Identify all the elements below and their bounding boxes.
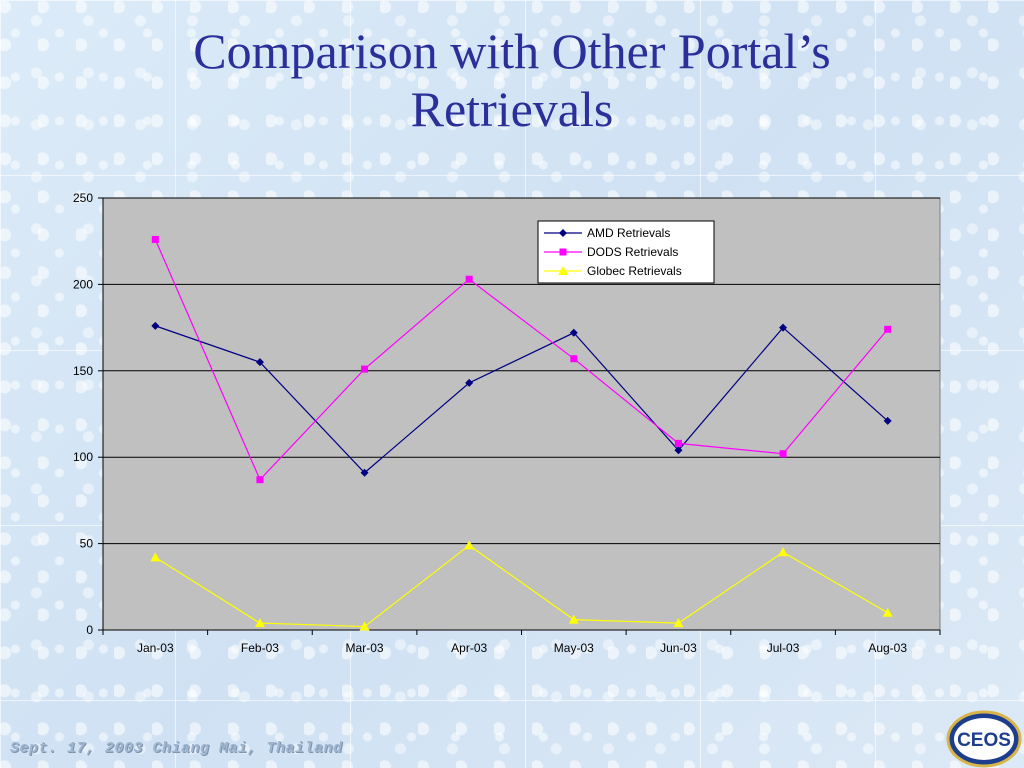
data-point-amd xyxy=(360,468,369,477)
data-point-amd xyxy=(779,323,788,332)
legend-marker-amd xyxy=(559,229,567,237)
x-tick-label: May-03 xyxy=(554,641,594,655)
data-point-dods xyxy=(465,275,473,283)
gridlines xyxy=(103,197,940,545)
data-point-amd xyxy=(883,416,892,425)
ceos-logo: CEOS xyxy=(946,710,1022,768)
series-line-amd xyxy=(155,325,889,474)
series-line-globec xyxy=(154,544,888,628)
plot-area xyxy=(102,197,941,631)
svg-text:CEOS: CEOS xyxy=(957,730,1011,751)
series-dods xyxy=(151,235,892,484)
data-point-dods xyxy=(779,450,787,458)
x-tick-label: Jun-03 xyxy=(660,641,697,655)
data-point-dods xyxy=(570,355,578,363)
data-point-amd xyxy=(674,446,683,455)
y-tick-label: 150 xyxy=(73,364,93,378)
data-point-globec xyxy=(568,614,579,624)
y-tick-label: 100 xyxy=(73,450,93,464)
slide-title: Comparison with Other Portal’s Retrieval… xyxy=(0,22,1024,138)
legend-label-dods: DODS Retrievals xyxy=(587,245,678,259)
series-amd xyxy=(151,321,892,477)
series-layer xyxy=(150,235,893,631)
data-point-dods xyxy=(256,476,264,484)
data-point-globec xyxy=(359,621,370,631)
data-point-globec xyxy=(673,618,684,628)
data-point-amd xyxy=(569,328,578,337)
legend-marker-dods xyxy=(559,248,567,256)
y-tick-label: 250 xyxy=(73,191,93,205)
series-globec xyxy=(150,540,893,631)
footer-text: Sept. 17, 2003 Chiang Mai, Thailand xyxy=(10,740,343,757)
data-point-dods xyxy=(361,365,369,373)
x-tick-label: Jul-03 xyxy=(767,641,800,655)
data-point-globec xyxy=(464,540,475,550)
legend-label-amd: AMD Retrievals xyxy=(587,226,670,240)
y-tick-label: 50 xyxy=(80,537,94,551)
legend-marker-globec xyxy=(558,266,568,275)
line-chart: 0 50 100 150 200 250 Jan-03 Feb-03 Mar-03 Apr-03 M… xyxy=(73,191,941,655)
data-point-globec xyxy=(150,552,161,562)
x-tick-label: Apr-03 xyxy=(451,641,487,655)
legend: AMD Retrievals DODS Retrievals Globec Retr… xyxy=(537,220,715,284)
data-point-amd xyxy=(465,378,474,387)
series-line-dods xyxy=(154,239,889,481)
data-point-dods xyxy=(674,439,682,447)
x-tick-label: Jan-03 xyxy=(137,641,174,655)
data-point-amd xyxy=(151,321,160,330)
data-point-globec xyxy=(254,618,265,628)
x-tick-label: Feb-03 xyxy=(241,641,279,655)
data-point-globec xyxy=(778,547,789,557)
data-point-globec xyxy=(882,607,893,617)
y-tick-label: 200 xyxy=(73,277,93,291)
title-line-1: Comparison with Other Portal’s xyxy=(193,23,831,79)
axes: 0 50 100 150 200 250 Jan-03 Feb-03 Mar-03 Apr-03 M… xyxy=(73,191,941,655)
x-tick-label: Mar-03 xyxy=(346,641,384,655)
x-tick-label: Aug-03 xyxy=(868,641,907,655)
data-point-dods xyxy=(151,235,159,243)
data-point-dods xyxy=(884,325,892,333)
legend-label-globec: Globec Retrievals xyxy=(587,264,682,278)
y-tick-label: 0 xyxy=(86,623,93,637)
data-point-amd xyxy=(255,358,264,367)
title-line-2: Retrievals xyxy=(410,81,614,137)
